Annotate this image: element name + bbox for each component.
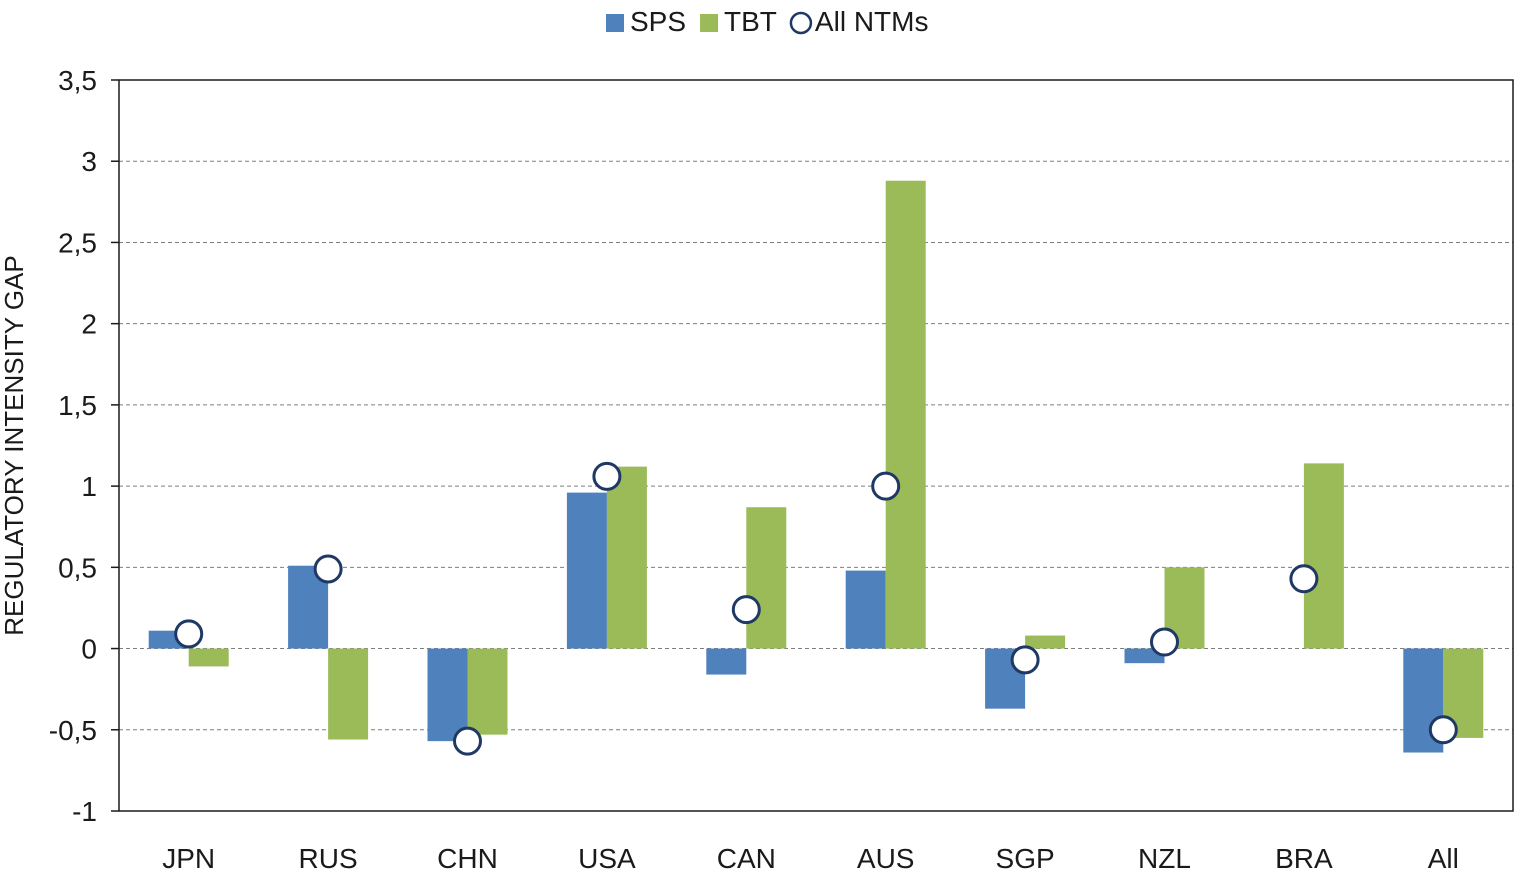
marker-all-ntms-bra: [1289, 564, 1319, 594]
y-tick-label: -1: [72, 796, 97, 827]
legend-label: All NTMs: [815, 6, 929, 37]
x-tick-label: AUS: [857, 843, 915, 870]
bar-tbt-aus: [885, 180, 926, 649]
bar-sps-aus: [845, 570, 886, 649]
y-tick-label: 0,5: [58, 552, 97, 583]
y-tick-label: 1: [81, 471, 97, 502]
bar-tbt-chn: [467, 648, 508, 735]
bar-tbt-usa: [606, 466, 647, 649]
legend-label: TBT: [724, 6, 777, 37]
marker-all-ntms-can: [731, 595, 761, 625]
x-tick-label: CHN: [437, 843, 498, 870]
marker-all-ntms-aus: [871, 471, 901, 501]
y-tick-label: 2,5: [58, 227, 97, 258]
y-tick-label: 0: [81, 634, 97, 665]
y-tick-label: -0,5: [49, 715, 97, 746]
legend-swatch-tbt: [700, 14, 719, 32]
bar-sps-can: [706, 648, 747, 675]
y-tick-label: 2: [81, 309, 97, 340]
x-tick-label: USA: [578, 843, 636, 870]
plot-area-frame: [118, 79, 1514, 812]
bar-tbt-rus: [328, 648, 369, 740]
bar-tbt-sgp: [1025, 635, 1066, 649]
bar-sps-chn: [427, 648, 468, 742]
x-tick-label: NZL: [1138, 843, 1191, 870]
x-tick-label: All: [1428, 843, 1459, 870]
y-tick-label: 1,5: [58, 390, 97, 421]
marker-all-ntms-usa: [592, 461, 622, 491]
legend: SPS TBT All NTMs: [606, 6, 928, 37]
x-tick-label: JPN: [162, 843, 215, 870]
x-tick-label: SGP: [996, 843, 1055, 870]
y-axis-ticks: -1 -0,5 0 0,5 1 1,5 2 2,5 3 3,5: [49, 65, 119, 827]
y-tick-label: 3,5: [58, 65, 97, 96]
y-axis-title: REGULATORY INTENSITY GAP: [0, 255, 29, 635]
bar-tbt-bra: [1303, 463, 1344, 649]
x-tick-label: CAN: [717, 843, 776, 870]
legend-swatch-sps: [606, 14, 624, 32]
y-tick-label: 3: [81, 146, 97, 177]
bar-tbt-can: [746, 507, 787, 649]
marker-all-ntms-sgp: [1010, 645, 1040, 675]
marker-all-ntms-rus: [313, 554, 343, 584]
marker-all-ntms-jpn: [174, 619, 204, 649]
marker-all-ntms-all: [1428, 715, 1458, 745]
x-tick-label: RUS: [299, 843, 358, 870]
x-tick-label: BRA: [1275, 843, 1333, 870]
bar-sps-usa: [566, 492, 607, 649]
markers-layer: [174, 461, 1458, 756]
legend-swatch-all-ntms: [789, 11, 813, 35]
marker-all-ntms-chn: [453, 726, 482, 756]
marker-all-ntms-nzl: [1150, 627, 1179, 657]
bar-tbt-jpn: [188, 648, 229, 667]
x-axis-ticks: JPN RUS CHN USA CAN AUS SGP NZL BRA All: [162, 843, 1459, 870]
legend-label: SPS: [630, 6, 686, 37]
bars-layer: [148, 180, 1484, 753]
